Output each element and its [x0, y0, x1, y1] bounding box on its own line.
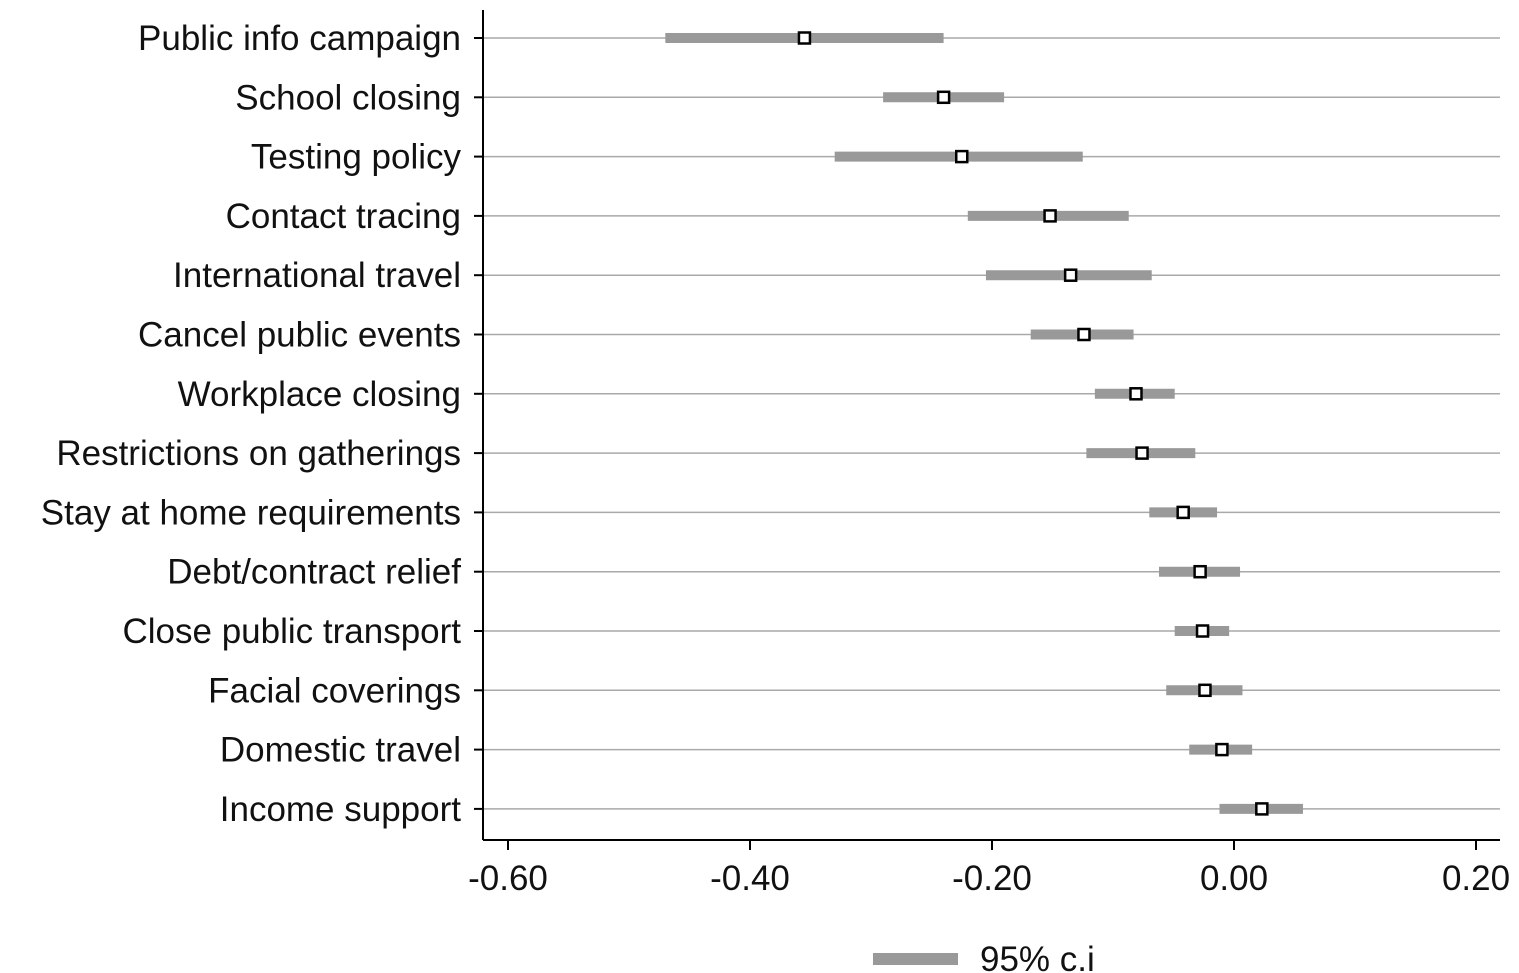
category-label: Domestic travel	[220, 731, 461, 770]
category-label: Cancel public events	[138, 316, 461, 355]
x-tick-label: 0.00	[1200, 859, 1268, 898]
category-label: Public info campaign	[138, 19, 461, 58]
point-marker	[936, 90, 951, 105]
category-labels: Public info campaign School closing Testin…	[41, 19, 462, 829]
category-label: School closing	[235, 78, 461, 117]
category-label: Stay at home requirements	[41, 493, 461, 532]
category-label: Income support	[220, 790, 462, 829]
category-label: Debt/contract relief	[167, 553, 461, 592]
point-marker	[797, 31, 812, 45]
point-marker	[1176, 505, 1190, 520]
point-marker	[1135, 446, 1149, 460]
category-label: Facial coverings	[208, 671, 461, 710]
category-label: International travel	[173, 256, 461, 295]
point-marker	[1255, 802, 1269, 816]
x-tick-label: -0.60	[468, 859, 548, 898]
point-marker	[1193, 564, 1207, 579]
point-marker	[1195, 624, 1210, 638]
category-label: Contact tracing	[226, 197, 461, 236]
point-marker	[1077, 327, 1091, 342]
category-label: Testing policy	[251, 138, 462, 177]
point-estimates	[797, 31, 1269, 816]
category-label: Close public transport	[123, 612, 462, 651]
point-marker	[1198, 683, 1212, 698]
point-marker	[1129, 387, 1143, 401]
point-marker	[1043, 209, 1057, 223]
category-label: Restrictions on gatherings	[56, 434, 461, 473]
category-label: Workplace closing	[178, 375, 461, 414]
point-marker	[1063, 268, 1078, 282]
x-tick-label: 0.20	[1442, 859, 1510, 898]
legend-label-ci: 95% c.i	[980, 940, 1095, 973]
point-marker	[1215, 742, 1229, 757]
x-tick-label: -0.20	[952, 859, 1032, 898]
legend: 95% c.i	[873, 940, 1095, 973]
x-tick-labels: -0.60 -0.40 -0.20 0.00 0.20	[468, 859, 1510, 898]
point-marker	[955, 149, 969, 164]
axes	[474, 10, 1500, 850]
x-tick-label: -0.40	[710, 859, 790, 898]
